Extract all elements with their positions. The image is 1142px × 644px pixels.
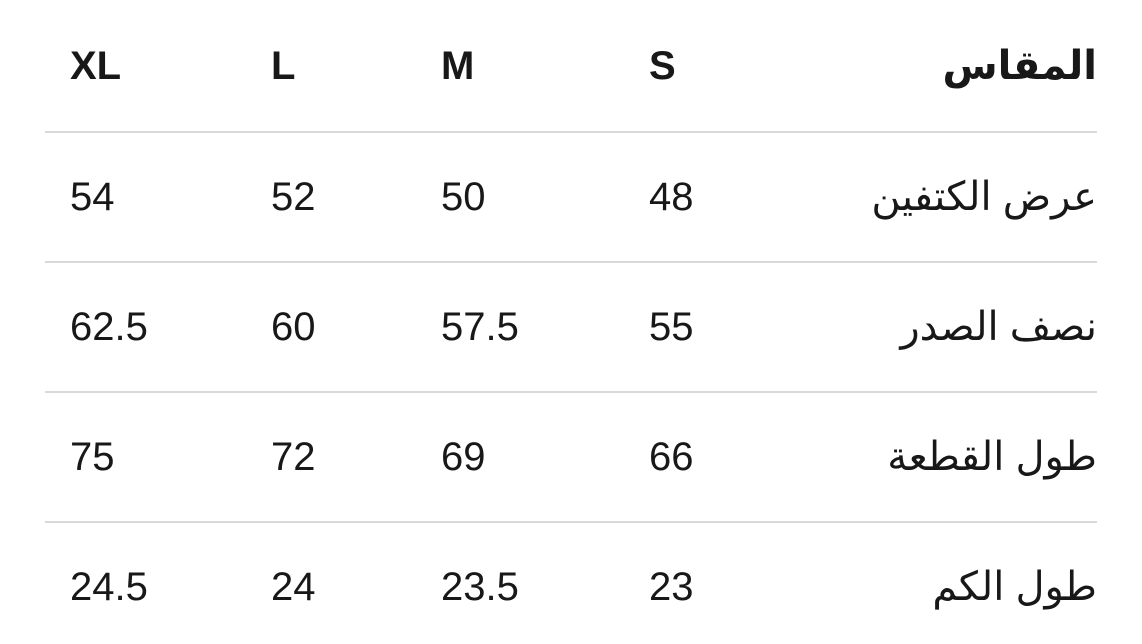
table-row-sleeve-length: طول الكم 23 23.5 24 24.5	[45, 522, 1097, 644]
measurement-label: نصف الصدر	[800, 262, 1097, 393]
table-row-half-chest: نصف الصدر 55 57.5 60 62.5	[45, 262, 1097, 393]
size-value-xl: 54	[45, 132, 271, 263]
measurement-label: طول القطعة	[800, 392, 1097, 523]
size-value-l: 72	[271, 392, 441, 523]
size-header-m: M	[441, 0, 649, 133]
size-value-m: 23.5	[441, 522, 649, 644]
table-row-shoulder-width: عرض الكتفين 48 50 52 54	[45, 132, 1097, 263]
size-value-xl: 24.5	[45, 522, 271, 644]
size-value-l: 24	[271, 522, 441, 644]
size-value-s: 55	[649, 262, 800, 393]
size-value-l: 52	[271, 132, 441, 263]
size-value-m: 50	[441, 132, 649, 263]
size-chart-table: المقاس S M L XL عرض الكتفين 48 50 52 54 …	[45, 0, 1097, 644]
size-value-s: 23	[649, 522, 800, 644]
size-value-m: 69	[441, 392, 649, 523]
measure-column-header: المقاس	[800, 0, 1097, 133]
measurement-label: طول الكم	[800, 522, 1097, 644]
size-value-xl: 75	[45, 392, 271, 523]
size-value-s: 48	[649, 132, 800, 263]
size-value-l: 60	[271, 262, 441, 393]
size-value-m: 57.5	[441, 262, 649, 393]
size-value-s: 66	[649, 392, 800, 523]
table-row-piece-length: طول القطعة 66 69 72 75	[45, 392, 1097, 523]
size-chart-header-row: المقاس S M L XL	[45, 0, 1097, 133]
size-header-s: S	[649, 0, 800, 133]
size-header-l: L	[271, 0, 441, 133]
measurement-label: عرض الكتفين	[800, 132, 1097, 263]
size-header-xl: XL	[45, 0, 271, 133]
size-value-xl: 62.5	[45, 262, 271, 393]
